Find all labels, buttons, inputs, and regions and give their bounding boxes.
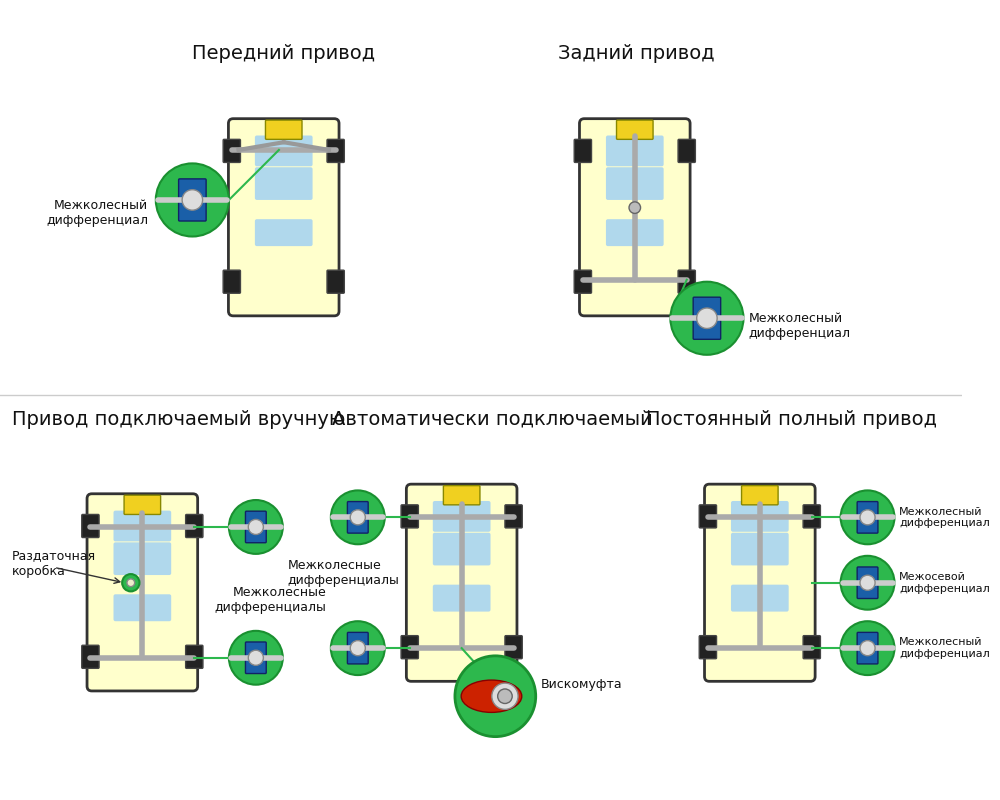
Text: Вискомуфта: Вискомуфта bbox=[541, 678, 622, 691]
Circle shape bbox=[331, 622, 385, 675]
FancyBboxPatch shape bbox=[731, 501, 789, 532]
FancyBboxPatch shape bbox=[433, 533, 491, 566]
FancyBboxPatch shape bbox=[705, 484, 815, 682]
FancyBboxPatch shape bbox=[742, 486, 778, 505]
Circle shape bbox=[350, 641, 365, 656]
Circle shape bbox=[122, 574, 139, 591]
FancyBboxPatch shape bbox=[327, 270, 344, 294]
Text: Межколесные
дифференциалы: Межколесные дифференциалы bbox=[288, 559, 399, 587]
FancyBboxPatch shape bbox=[433, 585, 491, 611]
FancyBboxPatch shape bbox=[857, 567, 878, 598]
Circle shape bbox=[860, 575, 875, 590]
Circle shape bbox=[229, 500, 283, 554]
FancyBboxPatch shape bbox=[731, 533, 789, 566]
Text: Межколесный
дифференциал: Межколесный дифференциал bbox=[748, 312, 850, 340]
Text: Межколесные
дифференциалы: Межколесные дифференциалы bbox=[214, 586, 326, 614]
FancyBboxPatch shape bbox=[82, 646, 99, 668]
FancyBboxPatch shape bbox=[255, 135, 313, 166]
FancyBboxPatch shape bbox=[186, 646, 203, 668]
Circle shape bbox=[455, 656, 536, 737]
FancyBboxPatch shape bbox=[678, 270, 695, 294]
FancyBboxPatch shape bbox=[505, 636, 522, 658]
Text: Привод подключаемый вручную: Привод подключаемый вручную bbox=[12, 410, 345, 429]
FancyBboxPatch shape bbox=[574, 139, 592, 162]
FancyBboxPatch shape bbox=[82, 514, 99, 538]
Circle shape bbox=[182, 190, 203, 210]
Circle shape bbox=[841, 622, 894, 675]
FancyBboxPatch shape bbox=[401, 505, 418, 528]
Text: Раздаточная
коробка: Раздаточная коробка bbox=[12, 550, 96, 578]
FancyBboxPatch shape bbox=[574, 270, 592, 294]
FancyBboxPatch shape bbox=[693, 297, 721, 339]
FancyBboxPatch shape bbox=[401, 636, 418, 658]
Circle shape bbox=[860, 641, 875, 656]
FancyBboxPatch shape bbox=[113, 510, 171, 542]
FancyBboxPatch shape bbox=[255, 219, 313, 246]
FancyBboxPatch shape bbox=[186, 514, 203, 538]
Circle shape bbox=[331, 490, 385, 544]
FancyBboxPatch shape bbox=[606, 135, 664, 166]
Ellipse shape bbox=[492, 683, 518, 710]
FancyBboxPatch shape bbox=[223, 139, 240, 162]
FancyBboxPatch shape bbox=[179, 179, 206, 221]
FancyBboxPatch shape bbox=[347, 502, 368, 533]
Circle shape bbox=[156, 163, 229, 237]
FancyBboxPatch shape bbox=[327, 139, 344, 162]
FancyBboxPatch shape bbox=[803, 505, 820, 528]
FancyBboxPatch shape bbox=[433, 501, 491, 532]
FancyBboxPatch shape bbox=[228, 118, 339, 316]
Ellipse shape bbox=[461, 680, 522, 712]
FancyBboxPatch shape bbox=[347, 632, 368, 664]
FancyBboxPatch shape bbox=[87, 494, 198, 691]
Text: Межколесный
дифференциал: Межколесный дифференциал bbox=[46, 199, 148, 227]
Circle shape bbox=[248, 519, 263, 534]
FancyBboxPatch shape bbox=[857, 502, 878, 533]
FancyBboxPatch shape bbox=[617, 120, 653, 139]
Text: Межколесный
дифференциал: Межколесный дифференциал bbox=[899, 638, 990, 659]
Circle shape bbox=[629, 202, 641, 214]
FancyBboxPatch shape bbox=[113, 542, 171, 575]
Circle shape bbox=[229, 631, 283, 685]
FancyBboxPatch shape bbox=[245, 642, 266, 674]
Circle shape bbox=[498, 689, 512, 703]
FancyBboxPatch shape bbox=[857, 632, 878, 664]
FancyBboxPatch shape bbox=[223, 270, 240, 294]
Circle shape bbox=[697, 308, 717, 329]
Circle shape bbox=[670, 282, 743, 354]
FancyBboxPatch shape bbox=[731, 585, 789, 611]
FancyBboxPatch shape bbox=[245, 511, 266, 542]
FancyBboxPatch shape bbox=[113, 594, 171, 622]
Circle shape bbox=[350, 510, 365, 525]
FancyBboxPatch shape bbox=[699, 505, 717, 528]
FancyBboxPatch shape bbox=[124, 495, 161, 514]
FancyBboxPatch shape bbox=[606, 219, 664, 246]
FancyBboxPatch shape bbox=[606, 167, 664, 200]
FancyBboxPatch shape bbox=[678, 139, 695, 162]
Circle shape bbox=[127, 579, 135, 586]
Text: Задний привод: Задний привод bbox=[558, 44, 714, 63]
Text: Постоянный полный привод: Постоянный полный привод bbox=[646, 410, 937, 429]
Text: Автоматически подключаемый: Автоматически подключаемый bbox=[332, 410, 653, 429]
FancyBboxPatch shape bbox=[699, 636, 717, 658]
Circle shape bbox=[841, 556, 894, 610]
Text: Межколесный
дифференциал: Межколесный дифференциал bbox=[899, 506, 990, 528]
FancyBboxPatch shape bbox=[443, 486, 480, 505]
FancyBboxPatch shape bbox=[265, 120, 302, 139]
FancyBboxPatch shape bbox=[803, 636, 820, 658]
Circle shape bbox=[841, 490, 894, 544]
FancyBboxPatch shape bbox=[579, 118, 690, 316]
Circle shape bbox=[860, 510, 875, 525]
Text: Межосевой
дифференциал: Межосевой дифференциал bbox=[899, 572, 990, 594]
FancyBboxPatch shape bbox=[255, 167, 313, 200]
FancyBboxPatch shape bbox=[406, 484, 517, 682]
Text: Передний привод: Передний привод bbox=[192, 44, 375, 63]
Circle shape bbox=[248, 650, 263, 666]
FancyBboxPatch shape bbox=[505, 505, 522, 528]
